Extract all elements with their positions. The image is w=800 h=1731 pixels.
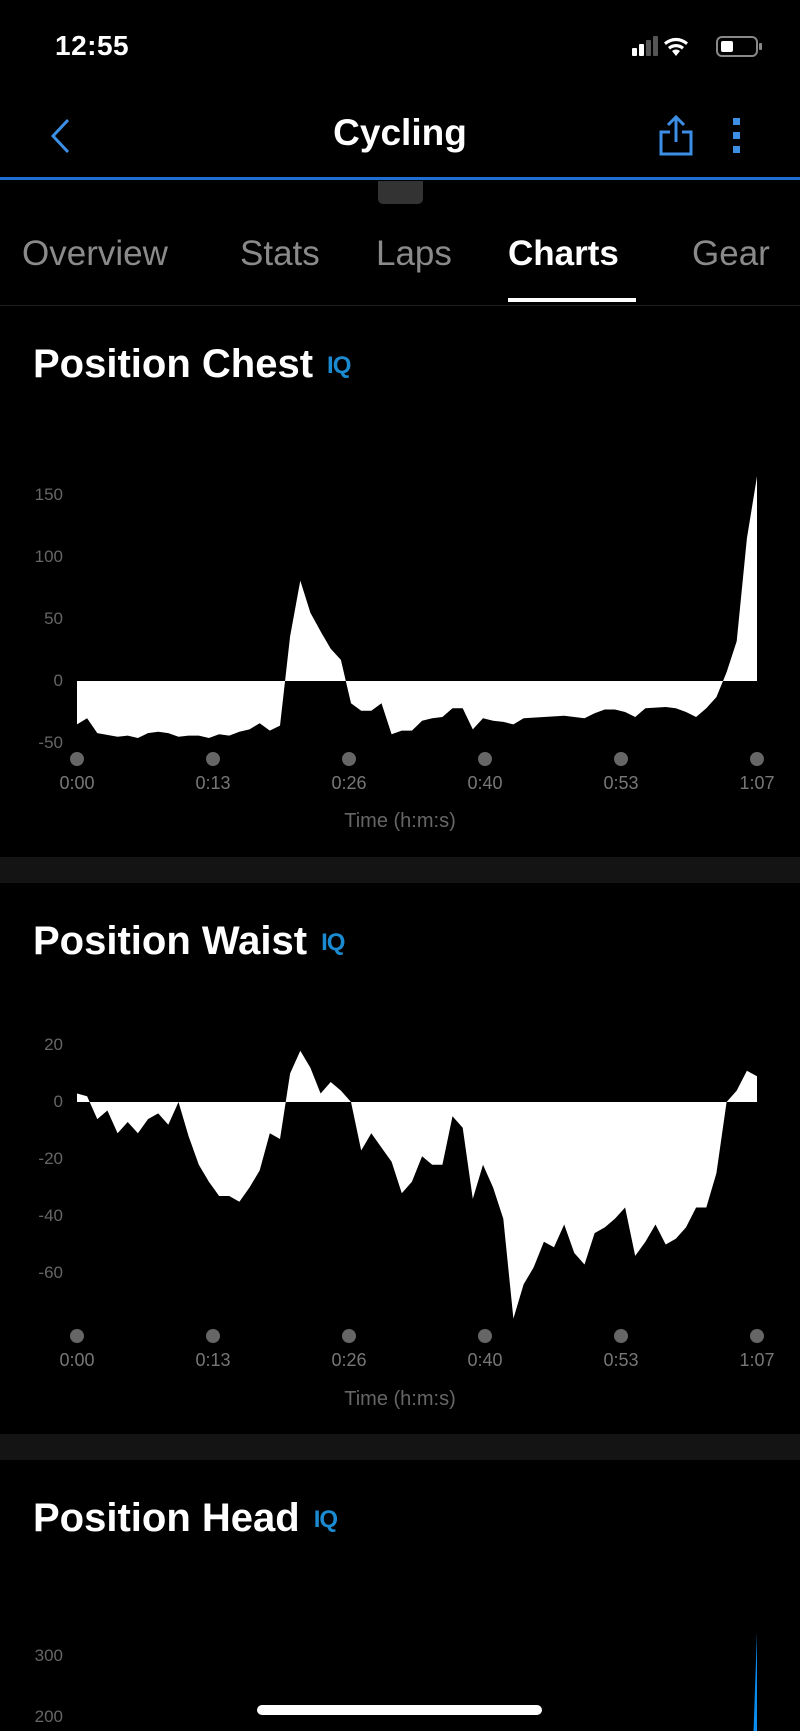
x-tick-marker[interactable] [70,1329,84,1343]
chevron-left-icon [50,118,70,154]
y-tick-label: 0 [53,671,63,690]
area-series [77,476,757,738]
x-tick-label: 0:26 [331,773,367,793]
y-tick-label: 50 [44,609,63,628]
page-title: Cycling [333,112,467,153]
pull-handle[interactable] [378,181,423,204]
x-tick-marker[interactable] [478,1329,492,1343]
more-vertical-icon [733,118,740,153]
x-tick-marker[interactable] [614,1329,628,1343]
x-tick-label: 1:07 [739,773,775,793]
y-tick-label: -40 [38,1206,63,1225]
x-tick-marker[interactable] [342,1329,356,1343]
section-title-head: Position Head IQ [33,1496,338,1541]
x-tick-marker[interactable] [478,752,492,766]
section-divider [0,857,800,883]
x-tick-label: 0:13 [195,1350,231,1370]
more-button[interactable] [732,117,742,155]
tab-overview[interactable]: Overview [22,234,168,273]
section-title-waist: Position Waist IQ [33,919,345,964]
x-tick-marker[interactable] [70,752,84,766]
y-tick-label: 20 [44,1035,63,1054]
tab-charts[interactable]: Charts [508,234,619,273]
area-series [751,1631,757,1731]
x-tick-marker[interactable] [342,752,356,766]
status-icons [632,36,762,57]
home-indicator[interactable] [257,1705,542,1715]
tab-stats[interactable]: Stats [240,234,320,273]
chart-title: Position Waist [33,919,308,963]
y-tick-label: 0 [53,1092,63,1111]
x-axis-title: Time (h:m:s) [344,1388,456,1410]
y-tick-label: 150 [34,485,63,504]
chart-title: Position Chest [33,342,314,386]
area-series [77,1050,757,1319]
iq-badge: IQ [313,1506,338,1534]
x-tick-label: 0:00 [59,773,95,793]
section-title-chest: Position Chest IQ [33,342,351,387]
signal-icon [632,36,658,56]
tab-laps[interactable]: Laps [376,234,452,273]
x-tick-marker[interactable] [750,752,764,766]
y-tick-label: 100 [34,547,63,566]
nav-divider [0,177,800,180]
battery-icon [716,36,762,57]
y-tick-label: 300 [34,1646,63,1665]
tab-gear[interactable]: Gear [692,234,770,273]
iq-badge: IQ [321,929,345,957]
y-tick-label: -20 [38,1149,63,1168]
x-tick-marker[interactable] [750,1329,764,1343]
x-tick-marker[interactable] [614,752,628,766]
x-axis-title: Time (h:m:s) [344,810,456,832]
y-tick-label: 200 [34,1707,63,1726]
x-tick-label: 0:26 [331,1350,367,1370]
x-tick-label: 0:53 [603,773,639,793]
x-tick-label: 0:00 [59,1350,95,1370]
x-tick-label: 1:07 [739,1350,775,1370]
x-tick-label: 0:40 [467,773,503,793]
y-tick-label: -60 [38,1263,63,1282]
section-divider [0,1434,800,1460]
y-tick-label: -50 [38,733,63,752]
back-button[interactable] [48,118,74,154]
active-tab-indicator [508,298,636,302]
wifi-icon [664,37,688,56]
x-tick-label: 0:53 [603,1350,639,1370]
tabs-divider [0,305,800,306]
x-tick-label: 0:13 [195,773,231,793]
status-time: 12:55 [55,30,130,61]
x-tick-label: 0:40 [467,1350,503,1370]
chart-title: Position Head [33,1496,300,1540]
x-tick-marker[interactable] [206,1329,220,1343]
share-button[interactable] [658,114,694,156]
iq-badge: IQ [327,352,351,380]
x-tick-marker[interactable] [206,752,220,766]
share-icon [659,114,693,156]
